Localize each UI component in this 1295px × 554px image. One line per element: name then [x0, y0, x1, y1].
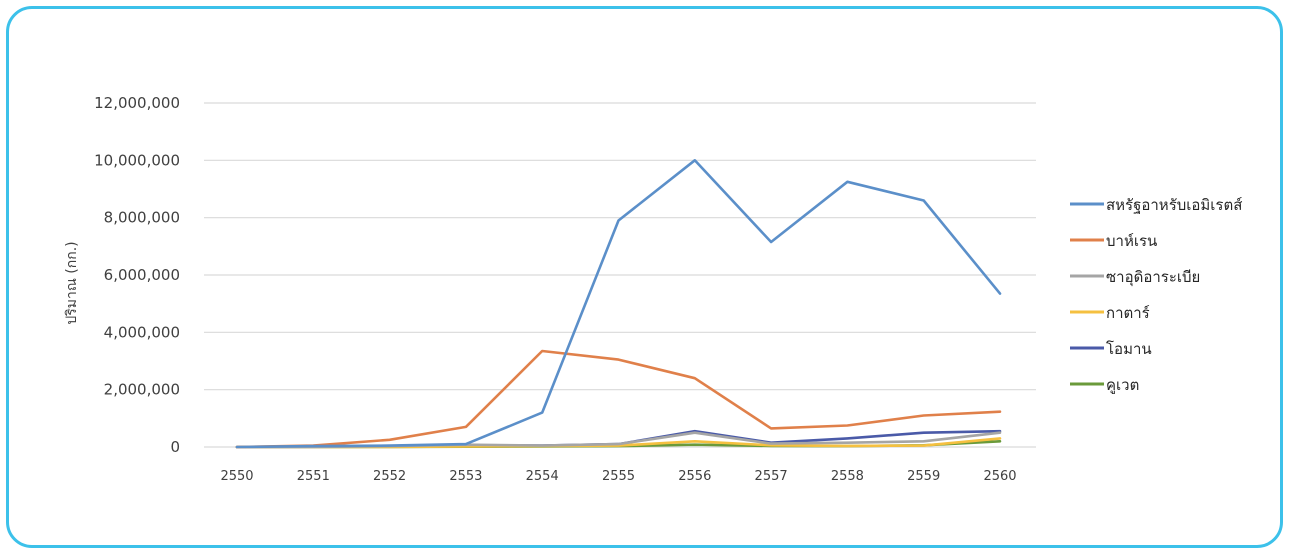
y-tick-label: 2,000,000 — [104, 381, 180, 399]
y-tick-label: 6,000,000 — [104, 266, 180, 284]
y-axis-label: ปริมาณ (กก.) — [64, 241, 80, 324]
legend-label: คูเวต — [1106, 376, 1139, 394]
legend-label: บาห์เรน — [1106, 232, 1157, 250]
y-tick-label: 8,000,000 — [104, 209, 180, 227]
y-tick-label: 0 — [170, 438, 180, 456]
x-tick-label: 2552 — [373, 469, 406, 484]
legend-label: ซาอุดิอาระเบีย — [1106, 268, 1200, 287]
x-tick-label: 2551 — [297, 469, 330, 484]
y-tick-label: 10,000,000 — [94, 151, 180, 169]
series-line — [235, 349, 1002, 449]
legend: สหรัฐอาหรับเอมิเรตส์บาห์เรนซาอุดิอาระเบี… — [1070, 196, 1242, 394]
y-axis-ticks: 0 2,000,000 4,000,000 6,000,000 8,000,000 10,… — [94, 94, 180, 456]
grid-lines — [204, 102, 1036, 448]
x-tick-label: 2560 — [983, 469, 1016, 484]
y-tick-label: 4,000,000 — [104, 323, 180, 341]
legend-label: โอมาน — [1106, 340, 1152, 358]
x-tick-label: 2559 — [907, 469, 940, 484]
x-tick-label: 2556 — [678, 469, 711, 484]
x-tick-label: 2553 — [449, 469, 482, 484]
y-tick-label: 12,000,000 — [94, 94, 180, 112]
x-tick-label: 2557 — [755, 469, 788, 484]
x-tick-label: 2555 — [602, 469, 635, 484]
x-axis-ticks: 2550 2551 2552 2553 2554 2555 2556 2557 2558 2559… — [220, 469, 1016, 484]
x-tick-label: 2554 — [526, 469, 559, 484]
x-tick-label: 2550 — [220, 469, 253, 484]
legend-label: กาตาร์ — [1106, 304, 1150, 322]
series-line — [235, 159, 1002, 449]
x-tick-label: 2558 — [831, 469, 864, 484]
series-lines — [235, 159, 1002, 449]
legend-label: สหรัฐอาหรับเอมิเรตส์ — [1106, 196, 1242, 214]
